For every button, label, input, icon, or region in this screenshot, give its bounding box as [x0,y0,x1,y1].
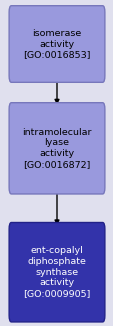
Text: isomerase
activity
[GO:0016853]: isomerase activity [GO:0016853] [23,29,90,59]
Text: intramolecular
lyase
activity
[GO:0016872]: intramolecular lyase activity [GO:001687… [22,128,91,169]
Text: ent-copalyl
diphosphate
synthase
activity
[GO:0009905]: ent-copalyl diphosphate synthase activit… [23,246,90,298]
FancyBboxPatch shape [9,103,104,194]
FancyBboxPatch shape [9,222,104,322]
FancyBboxPatch shape [9,6,104,82]
